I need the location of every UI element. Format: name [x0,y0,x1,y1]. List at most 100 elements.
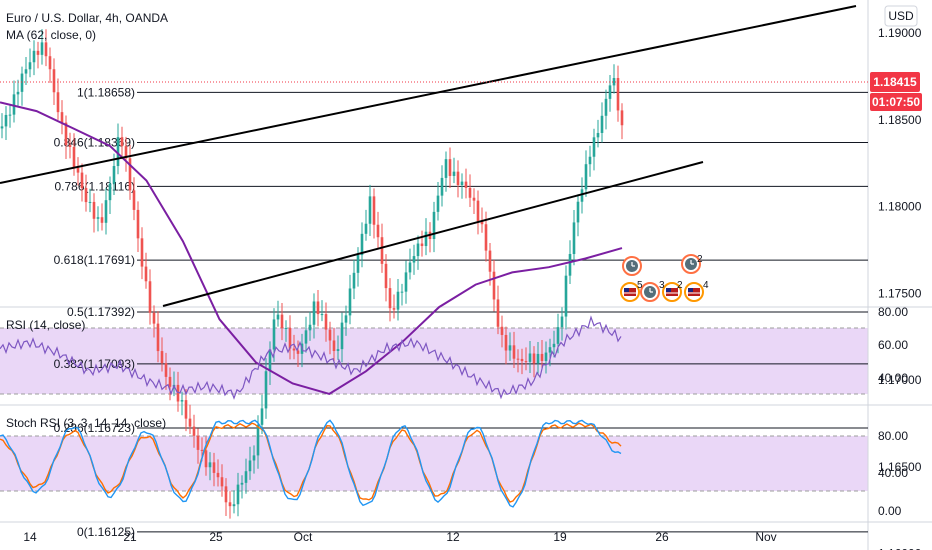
candle-body [176,384,180,402]
candle-body [232,504,236,507]
candle-body [548,347,552,353]
candle-body [100,217,104,223]
candle-body [368,196,372,224]
candle-body [356,255,360,273]
candle-body [436,195,440,212]
rsi-title[interactable]: RSI (14, close) [6,318,85,332]
candle-body [228,502,232,507]
candle-body [404,272,408,292]
candle-body [432,211,436,240]
candle-body [224,486,228,503]
candle-body [464,181,468,188]
candle-body [4,114,8,127]
candle-body [352,272,356,289]
candle-body [616,78,620,111]
candle-body [84,188,88,203]
price-axis[interactable]: 1.19000 1.18500 1.18000 1.17500 1.17000 1.165… [878,26,922,550]
us-flag-icon[interactable] [684,282,704,302]
candle-body [348,288,352,316]
candle-body [88,201,92,203]
stoch-tick-0: 0.00 [878,504,902,518]
candle-body [220,477,224,487]
channel-upper-line[interactable] [0,5,857,184]
channel-lower-line[interactable] [162,161,704,307]
candle-body [8,114,12,116]
candle-body [596,132,600,138]
event-count: 4 [703,280,709,291]
candle-body [216,472,220,478]
candle-body [500,326,504,335]
candle-body [420,243,424,247]
price-tick: 1.16000 [878,547,922,550]
current-price-badge [870,72,920,92]
ma-label[interactable]: MA (62, close, 0) [6,28,96,42]
candle-body [32,50,36,63]
price-tick: 1.18000 [878,200,922,214]
candle-body [620,110,624,126]
candle-body [244,471,248,483]
candle-body [476,200,480,222]
candle-body [312,301,316,325]
candle-body [564,275,568,317]
candle-body [400,291,404,293]
fib-level-label: 0.786(1.18116) [54,179,135,193]
candle-body [324,314,328,330]
candle-body [444,159,448,178]
candle-body [132,190,136,210]
candle-body [40,42,44,55]
candle-body [212,462,216,473]
clock-icon[interactable] [640,282,660,302]
candle-body [384,263,388,289]
candle-body [284,327,288,329]
economic-events[interactable]: 5 3 2 4 2 [620,254,709,302]
candle-body [480,221,484,225]
candle-body [536,353,540,364]
candle-body [164,363,168,377]
candle-body [336,349,340,352]
candle-body [56,92,60,113]
clock-icon[interactable] [681,254,701,274]
candle-body [580,189,584,202]
time-label: 19 [553,530,567,544]
us-flag-icon[interactable] [662,282,682,302]
time-label: 21 [123,530,137,544]
candle-body [296,350,300,354]
candle-body [292,348,296,351]
time-axis[interactable]: 14 21 25 Oct 12 19 26 Nov [23,530,776,544]
candle-body [552,343,556,348]
fib-level-label: 0.5(1.17392) [67,305,135,319]
candle-body [120,137,124,147]
symbol-title[interactable]: Euro / U.S. Dollar, 4h, OANDA [6,11,168,25]
candle-body [380,237,384,264]
candle-body [376,224,380,238]
event-count: 3 [659,280,665,291]
candle-body [424,231,428,247]
stoch-title[interactable]: Stoch RSI (3, 3, 14, 14, close) [6,416,166,430]
currency-button[interactable] [884,5,918,27]
candle-body [600,115,604,133]
candle-body [24,69,28,74]
currency-button-label: USD [888,9,914,23]
us-flag-icon[interactable] [620,282,640,302]
candle-body [452,171,456,176]
candle-body [584,164,588,190]
candle-body [328,329,332,341]
candle-body [492,271,496,300]
candle-body [612,78,616,86]
clock-icon[interactable] [622,256,642,276]
candle-body [288,327,292,349]
rsi-band [0,328,868,394]
candle-body [604,98,608,116]
candle-body [52,69,56,93]
price-tick: 1.19000 [878,26,922,40]
candle-body [568,254,572,276]
candle-body [540,353,544,361]
candle-body [340,322,344,350]
rsi-line [0,315,622,400]
candle-body [472,197,476,201]
candle-body [124,146,128,159]
candle-body [508,345,512,351]
candle-body [64,122,68,146]
candle-body [308,324,312,331]
